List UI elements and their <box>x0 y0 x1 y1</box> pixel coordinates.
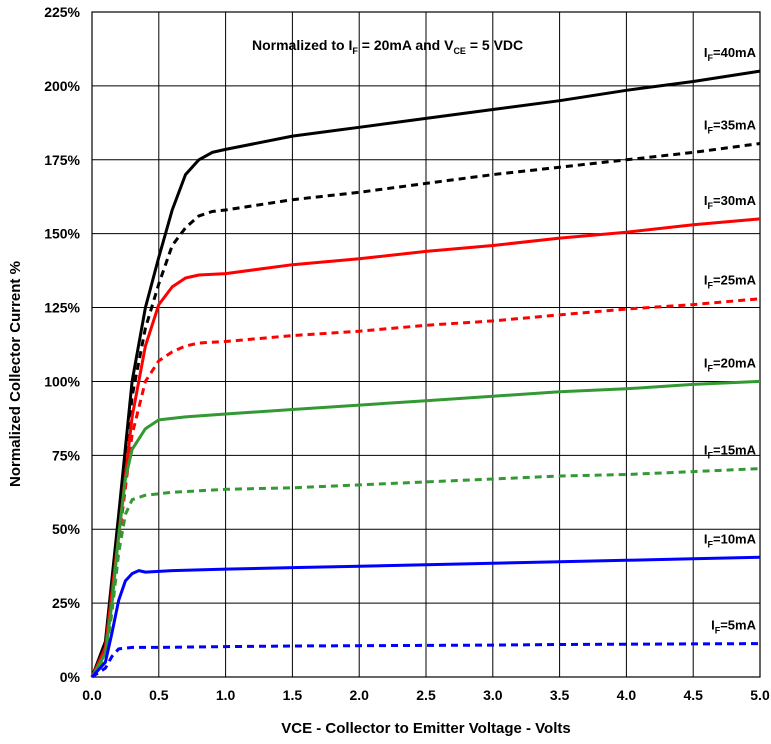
x-tick-label: 2.5 <box>416 687 436 703</box>
x-tick-label: 0.5 <box>149 687 169 703</box>
series-line <box>90 69 761 678</box>
y-tick-label: 225% <box>44 4 80 20</box>
y-tick-label: 0% <box>60 669 81 685</box>
x-tick-label: 1.5 <box>283 687 303 703</box>
normalization-note: Normalized to IF = 20mA and VCE = 5 VDC <box>252 37 523 56</box>
series-line <box>90 555 761 679</box>
x-axis-label: VCE - Collector to Emitter Voltage - Vol… <box>281 720 570 737</box>
series-line <box>90 142 761 678</box>
series-label: IF=35mA <box>704 118 757 136</box>
series-label: IF=5mA <box>711 618 757 636</box>
y-tick-label: 75% <box>52 447 81 463</box>
series-labels: IF=40mA IF=35mA IF=30mA IF=25mA IF=20mA IF=15… <box>704 45 757 635</box>
series-label: IF=30mA <box>704 193 757 211</box>
series-label: IF=40mA <box>704 45 757 63</box>
x-tick-label: 4.0 <box>617 687 637 703</box>
x-axis-ticks: 0.0 0.5 1.0 1.5 2.0 2.5 3.0 3.5 4.0 4.5 5.0 <box>82 687 770 703</box>
x-tick-label: 3.0 <box>483 687 503 703</box>
y-tick-label: 50% <box>52 521 81 537</box>
x-tick-label: 4.5 <box>683 687 703 703</box>
y-axis-ticks: 0% 25% 50% 75% 100% 125% 150% 175% 200% 225% <box>44 4 80 685</box>
series-label: IF=25mA <box>704 273 757 291</box>
y-tick-label: 100% <box>44 373 80 389</box>
y-tick-label: 175% <box>44 152 80 168</box>
x-tick-label: 5.0 <box>750 687 770 703</box>
series-label: IF=10mA <box>704 531 757 549</box>
y-tick-label: 125% <box>44 300 80 316</box>
series-label: IF=20mA <box>704 355 757 373</box>
series-line <box>90 379 761 678</box>
y-tick-label: 150% <box>44 226 80 242</box>
x-tick-label: 2.0 <box>349 687 369 703</box>
series-line <box>90 297 761 678</box>
x-tick-label: 3.5 <box>550 687 570 703</box>
y-axis-label: Normalized Collector Current % <box>7 261 24 487</box>
series-line <box>90 217 761 678</box>
x-tick-label: 1.0 <box>216 687 236 703</box>
series-line <box>90 467 761 678</box>
x-tick-label: 0.0 <box>82 687 102 703</box>
y-tick-label: 200% <box>44 78 80 94</box>
y-tick-label: 25% <box>52 595 81 611</box>
series-label: IF=15mA <box>704 443 757 461</box>
grid <box>92 12 760 677</box>
series-lines <box>90 69 761 679</box>
